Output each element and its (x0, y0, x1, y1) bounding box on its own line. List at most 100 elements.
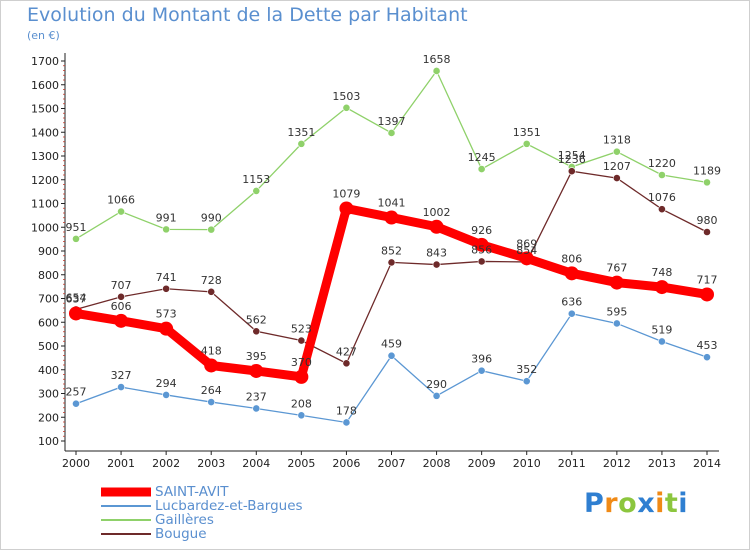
x-tick-label: 2011 (558, 457, 586, 470)
data-point (387, 258, 396, 267)
data-point (117, 383, 125, 391)
data-point (387, 351, 396, 360)
y-tick-label: 300 (38, 388, 59, 401)
data-label: 990 (201, 212, 222, 225)
data-label: 573 (156, 308, 177, 321)
data-point (252, 187, 261, 195)
y-tick-label: 1700 (31, 55, 59, 68)
x-tick-label: 2005 (287, 457, 315, 470)
data-label: 178 (336, 404, 357, 417)
data-point (117, 292, 125, 301)
data-point (387, 129, 396, 137)
data-label: 1351 (287, 126, 315, 139)
data-point (252, 327, 261, 336)
data-label: 806 (561, 252, 582, 265)
chart-legend: SAINT-AVIT Lucbardez-et-Bargues Gaillères B… (101, 484, 341, 542)
data-label: 1041 (378, 197, 406, 210)
data-point (249, 363, 264, 378)
y-tick-label: 700 (38, 293, 59, 306)
data-point (612, 174, 621, 182)
data-point (658, 205, 666, 214)
data-point (297, 139, 306, 148)
data-label: 728 (201, 274, 222, 287)
proxiti-logo: Proxiti (584, 488, 689, 519)
data-point (477, 366, 486, 375)
data-label: 453 (697, 339, 718, 352)
data-label: 1658 (423, 53, 451, 66)
data-point (609, 275, 624, 290)
x-tick-label: 2003 (197, 457, 225, 470)
data-point (159, 321, 174, 336)
data-label: 636 (561, 296, 582, 309)
data-label: 290 (426, 378, 447, 391)
data-point (477, 165, 486, 173)
data-point (297, 411, 306, 420)
x-tick-label: 2006 (332, 457, 360, 470)
legend-label: Lucbardez-et-Bargues (155, 498, 303, 514)
legend-label: Gaillères (155, 512, 214, 528)
data-label: 637 (66, 292, 87, 305)
y-tick-label: 900 (38, 245, 59, 258)
y-tick-label: 400 (38, 364, 59, 377)
data-label: 980 (697, 214, 718, 227)
y-tick-label: 1100 (31, 198, 59, 211)
chart-title: Evolution du Montant de la Dette par Hab… (27, 4, 468, 26)
data-label: 707 (111, 279, 132, 292)
data-point (432, 260, 441, 269)
data-label: 352 (516, 363, 537, 376)
data-point (432, 391, 441, 400)
x-tick-label: 2009 (468, 457, 496, 470)
data-label: 717 (697, 273, 718, 286)
x-tick-label: 2004 (242, 457, 270, 470)
data-point (207, 287, 216, 296)
legend-swatch (101, 519, 151, 521)
data-label: 748 (651, 266, 672, 279)
legend-label: Bougue (155, 526, 207, 542)
data-label: 1066 (107, 194, 135, 207)
data-label: 1189 (693, 164, 721, 177)
data-point (658, 171, 666, 179)
y-tick-label: 800 (38, 269, 59, 282)
data-point (294, 369, 309, 384)
data-label: 327 (111, 369, 132, 382)
data-label: 459 (381, 338, 402, 351)
data-point (567, 167, 576, 176)
y-tick-label: 600 (38, 316, 59, 329)
x-tick-label: 2012 (603, 457, 631, 470)
data-point (162, 225, 171, 234)
data-label: 418 (201, 344, 222, 357)
x-tick-label: 2001 (107, 457, 135, 470)
data-point (117, 207, 125, 216)
legend-item: Gaillères (101, 512, 341, 528)
x-tick-label: 2000 (62, 457, 90, 470)
data-labels-layer: 951 1066 991 990 1153 1351 1503 1397 1658 1245 135… (66, 53, 722, 418)
data-label: 257 (66, 386, 87, 399)
data-point (204, 358, 219, 373)
data-label: 1397 (378, 115, 406, 128)
data-label: 519 (651, 323, 672, 336)
x-tick-label: 2010 (513, 457, 541, 470)
data-label: 843 (426, 247, 447, 260)
y-tick-label: 1300 (31, 150, 59, 163)
data-label: 237 (246, 390, 267, 403)
series-saint-avit (69, 201, 714, 384)
legend-item: SAINT-AVIT (101, 484, 341, 500)
data-point (297, 336, 306, 345)
data-label: 294 (156, 377, 177, 390)
data-label: 951 (66, 221, 87, 234)
data-label: 1351 (513, 126, 541, 139)
data-point (72, 399, 80, 408)
data-point (114, 313, 129, 328)
legend-label: SAINT-AVIT (155, 484, 229, 500)
x-tick-label: 2008 (423, 457, 451, 470)
data-point (342, 103, 351, 112)
y-tick-label: 1400 (31, 126, 59, 139)
data-point (522, 377, 531, 386)
data-label: 370 (291, 356, 312, 369)
data-point (612, 319, 621, 328)
data-label: 606 (111, 300, 132, 313)
data-label: 854 (516, 244, 537, 257)
legend-swatch (101, 487, 151, 497)
